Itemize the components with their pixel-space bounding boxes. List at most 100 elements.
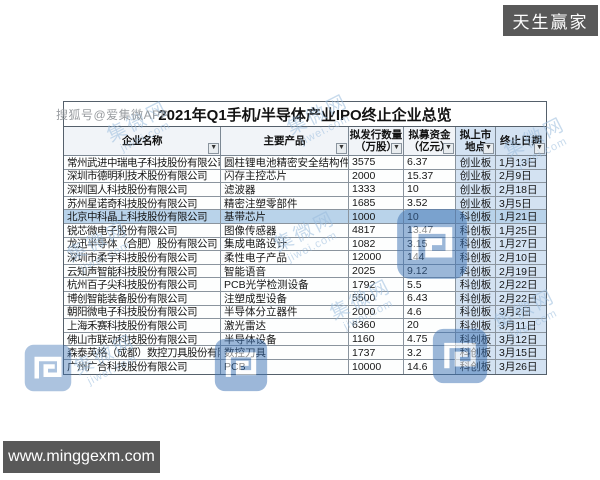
table-cell: 科创板	[456, 332, 496, 347]
table-cell: 1082	[349, 237, 404, 252]
table-cell: 柔性电子产品	[221, 251, 349, 265]
table-cell: 1160	[349, 332, 404, 347]
table-cell: 精密注塑零部件	[221, 196, 349, 211]
table-cell: 朝阳微电子科技股份有限公司	[64, 305, 221, 320]
table-cell: 圆柱锂电池精密安全结构件	[221, 156, 349, 170]
table-row: 云知声智能科技股份有限公司 智能语音 2025 9.12 科创板 2月19日	[64, 264, 546, 279]
table-cell: 15.37	[404, 169, 456, 184]
table-row: 深圳市柔宇科技股份有限公司 柔性电子产品 12000 144 科创板 2月10日	[64, 251, 546, 265]
table-cell: 144	[404, 251, 456, 265]
table-cell: 3.52	[404, 196, 456, 211]
table-cell: 科创板	[456, 291, 496, 306]
table-cell: 2月18日	[496, 183, 546, 197]
table-cell: 闪存主控芯片	[221, 169, 349, 184]
table-cell: 上海禾赛科技股份有限公司	[64, 319, 221, 333]
table-cell: 科创板	[456, 237, 496, 252]
table-cell: 创业板	[456, 183, 496, 197]
table-body: 常州武进中瑞电子科技股份有限公司 圆柱锂电池精密安全结构件 3575 6.37 创业板 1…	[64, 156, 546, 374]
table-cell: 1333	[349, 183, 404, 197]
table-cell: 科创板	[456, 278, 496, 292]
filter-dropdown-icon[interactable]: ▼	[391, 143, 402, 154]
table-cell: 2月19日	[496, 264, 546, 279]
column-header-listing-board: 拟上市 地点 ▼	[456, 127, 496, 155]
column-header-company: 企业名称 ▼	[64, 127, 221, 155]
table-cell: 3575	[349, 156, 404, 170]
table-cell: 6.43	[404, 291, 456, 306]
table-cell: 1月21日	[496, 210, 546, 224]
table-cell: 集成电路设计	[221, 237, 349, 252]
table-cell: 半导体分立器件	[221, 305, 349, 320]
table-cell: PCB光学检测设备	[221, 278, 349, 292]
table-title-row: 2021年Q1手机/半导体产业IPO终止企业总览	[64, 102, 546, 127]
table-cell: 13.47	[404, 223, 456, 238]
table-row: 苏州星诺奇科技股份有限公司 精密注塑零部件 1685 3.52 创业板 3月5日	[64, 196, 546, 211]
table-cell: 常州武进中瑞电子科技股份有限公司	[64, 156, 221, 170]
table-cell: 创业板	[456, 156, 496, 170]
table-cell: 10	[404, 183, 456, 197]
table-cell: 科创板	[456, 319, 496, 333]
table-cell: 龙迅半导体（合肥）股份有限公司	[64, 237, 221, 252]
table-cell: 3月12日	[496, 332, 546, 347]
table-cell: 20	[404, 319, 456, 333]
table-row: 深圳市德明利技术股份有限公司 闪存主控芯片 2000 15.37 创业板 2月9日	[64, 169, 546, 184]
url-badge: www.minggexm.com	[3, 441, 160, 473]
table-title: 2021年Q1手机/半导体产业IPO终止企业总览	[158, 106, 452, 124]
table-cell: 基带芯片	[221, 210, 349, 224]
table-cell: 科创板	[456, 251, 496, 265]
table-cell: 2000	[349, 169, 404, 184]
filter-dropdown-icon[interactable]: ▼	[336, 143, 347, 154]
table-row: 深圳国人科技股份有限公司 滤波器 1333 10 创业板 2月18日	[64, 183, 546, 197]
table-cell: 注塑成型设备	[221, 291, 349, 306]
filter-dropdown-icon[interactable]: ▼	[534, 143, 545, 154]
table-row: 博创智能装备股份有限公司 注塑成型设备 5500 6.43 科创板 2月22日	[64, 291, 546, 306]
table-cell: 创业板	[456, 169, 496, 184]
column-header-funds: 拟募资金 （亿元） ▼	[404, 127, 456, 155]
table-cell: 3月5日	[496, 196, 546, 211]
table-cell: 5.5	[404, 278, 456, 292]
table-cell: 1月27日	[496, 237, 546, 252]
table-cell: 激光雷达	[221, 319, 349, 333]
ipo-termination-table: 2021年Q1手机/半导体产业IPO终止企业总览 企业名称 ▼ 主要产品 ▼ 拟…	[63, 101, 547, 375]
column-header-issue-quantity: 拟发行数量 （万股） ▼	[349, 127, 404, 155]
filter-dropdown-icon[interactable]: ▼	[208, 143, 219, 154]
sohu-watermark: 搜狐号@爱集微APP	[56, 108, 170, 122]
table-cell: 智能语音	[221, 264, 349, 279]
filter-dropdown-icon[interactable]: ▼	[483, 143, 494, 154]
table-header-row: 企业名称 ▼ 主要产品 ▼ 拟发行数量 （万股） ▼ 拟募资金 （亿元） ▼ 拟…	[64, 127, 546, 156]
table-cell: 半导体设备	[221, 332, 349, 347]
table-cell: 2月9日	[496, 169, 546, 184]
brand-badge: 天生赢家	[503, 5, 598, 36]
table-row: 佛山市联动科技股份有限公司 半导体设备 1160 4.75 科创板 3月12日	[64, 332, 546, 347]
table-cell: PCB	[221, 359, 349, 374]
table-cell: 5500	[349, 291, 404, 306]
table-cell: 1792	[349, 278, 404, 292]
table-cell: 4817	[349, 223, 404, 238]
table-cell: 2000	[349, 305, 404, 320]
table-row: 杭州百子尖科技股份有限公司 PCB光学检测设备 1792 5.5 科创板 2月22日	[64, 278, 546, 292]
table-row: 锐芯微电子股份有限公司 图像传感器 4817 13.47 科创板 1月25日	[64, 223, 546, 238]
table-cell: 12000	[349, 251, 404, 265]
table-cell: 6.37	[404, 156, 456, 170]
table-cell: 苏州星诺奇科技股份有限公司	[64, 196, 221, 211]
table-row: 北京中科晶上科技股份有限公司 基带芯片 1000 10 科创板 1月21日	[64, 210, 546, 224]
table-cell: 3月26日	[496, 359, 546, 374]
table-cell: 深圳市德明利技术股份有限公司	[64, 169, 221, 184]
table-cell: 1月25日	[496, 223, 546, 238]
table-cell: 深圳国人科技股份有限公司	[64, 183, 221, 197]
table-row: 常州武进中瑞电子科技股份有限公司 圆柱锂电池精密安全结构件 3575 6.37 创业板 1…	[64, 156, 546, 170]
table-cell: 1685	[349, 196, 404, 211]
table-cell: 1000	[349, 210, 404, 224]
table-cell: 4.6	[404, 305, 456, 320]
table-cell: 科创板	[456, 223, 496, 238]
table-cell: 科创板	[456, 210, 496, 224]
table-cell: 4.75	[404, 332, 456, 347]
table-cell: 2025	[349, 264, 404, 279]
table-cell: 深圳市柔宇科技股份有限公司	[64, 251, 221, 265]
table-cell: 6360	[349, 319, 404, 333]
column-header-termination-date: 终止日期 ▼	[496, 127, 546, 155]
filter-dropdown-icon[interactable]: ▼	[443, 143, 454, 154]
table-cell: 3月15日	[496, 346, 546, 360]
table-cell: 1737	[349, 346, 404, 360]
